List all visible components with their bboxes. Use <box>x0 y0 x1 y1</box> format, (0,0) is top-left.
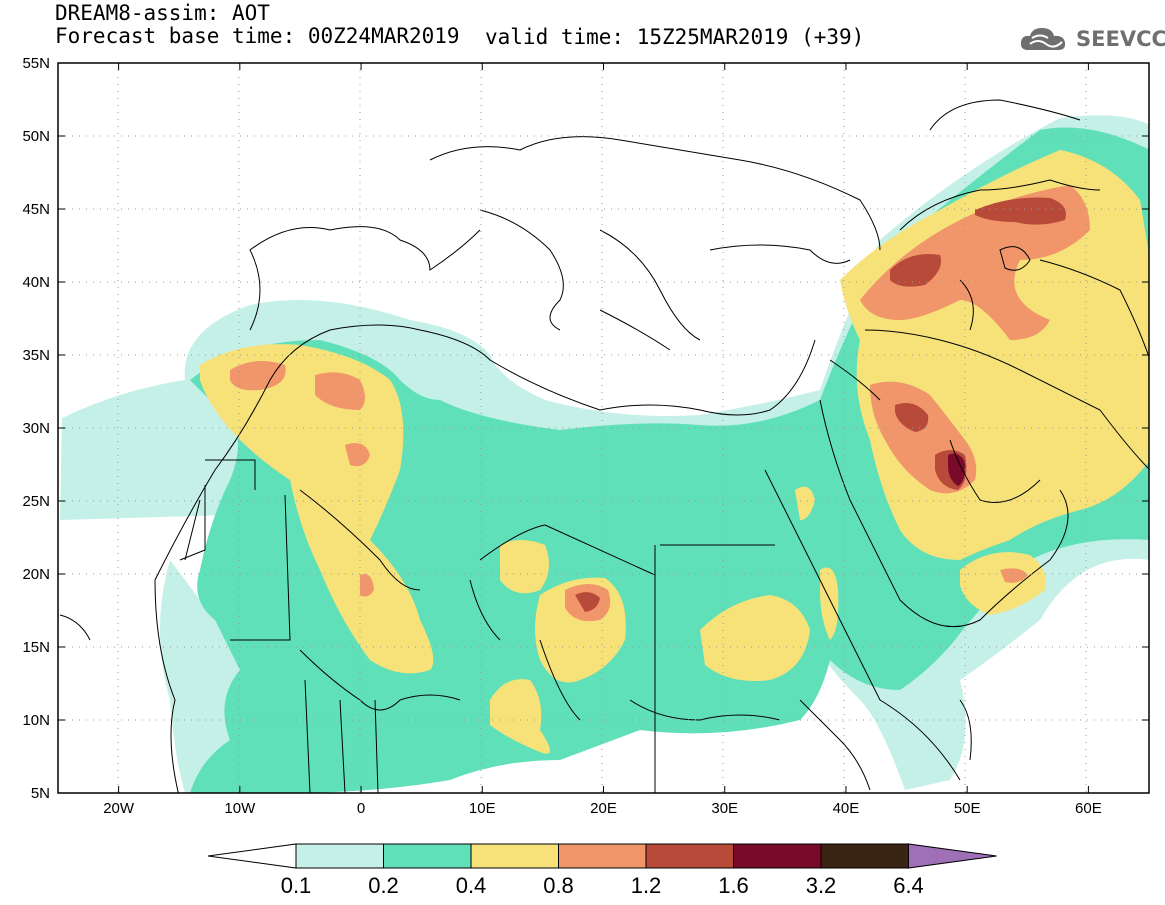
colorbar-swatch <box>645 843 734 869</box>
colorbar-label: 1.2 <box>631 873 662 898</box>
lon-tick-label: 0 <box>357 800 365 817</box>
lat-tick-label: 45N <box>22 201 50 218</box>
colorbar-label: 0.4 <box>456 873 487 898</box>
colorbar-label: 0.8 <box>543 873 574 898</box>
colorbar-swatch <box>295 843 384 869</box>
aot-level-1-2 <box>575 197 1066 612</box>
lat-tick-label: 5N <box>31 785 50 802</box>
lat-tick-label: 35N <box>22 347 50 364</box>
lon-tick-label: 60E <box>1075 800 1102 817</box>
lat-tick-label: 15N <box>22 639 50 656</box>
colorbar-label: 6.4 <box>893 873 924 898</box>
cloud-icon <box>1020 28 1066 50</box>
map-title: DREAM8-assim: AOT <box>55 1 270 25</box>
colorbar-swatch <box>558 843 647 869</box>
lat-tick-label: 20N <box>22 566 50 583</box>
seevccc-logo: SEEVCCC <box>1018 24 1165 54</box>
lon-tick-label: 40E <box>833 800 860 817</box>
colorbar-label: 3.2 <box>806 873 837 898</box>
lat-tick-label: 55N <box>22 55 50 72</box>
lat-tick-label: 10N <box>22 712 50 729</box>
colorbar-swatch <box>470 843 559 869</box>
colorbar-over-arrow <box>908 843 997 869</box>
colorbar-label: 0.1 <box>281 873 312 898</box>
colorbar-swatch <box>383 843 472 869</box>
lon-tick-label: 20E <box>590 800 617 817</box>
lon-tick-label: 20W <box>103 800 135 817</box>
logo-text: SEEVCCC <box>1076 27 1165 51</box>
graticule <box>58 63 1149 793</box>
lat-tick-label: 30N <box>22 420 50 437</box>
colorbar-under-arrow <box>207 843 297 869</box>
colorbar-label: 1.6 <box>718 873 749 898</box>
forecast-base-time: Forecast base time: 00Z24MAR2019 <box>55 24 460 48</box>
lat-tick-label: 40N <box>22 274 50 291</box>
valid-time: valid time: 15Z25MAR2019 (+39) <box>485 25 865 49</box>
aot-level-1-6 <box>948 453 966 486</box>
lon-tick-label: 10E <box>469 800 496 817</box>
colorbar-swatch <box>820 843 909 869</box>
lat-tick-label: 25N <box>22 493 50 510</box>
lon-tick-label: 50E <box>954 800 981 817</box>
coastlines-borders <box>59 99 1149 793</box>
colorbar-label: 0.2 <box>368 873 399 898</box>
colorbar-swatch <box>733 843 822 869</box>
lon-tick-label: 10W <box>224 800 256 817</box>
lon-tick-label: 30E <box>711 800 738 817</box>
lat-tick-label: 50N <box>22 128 50 145</box>
